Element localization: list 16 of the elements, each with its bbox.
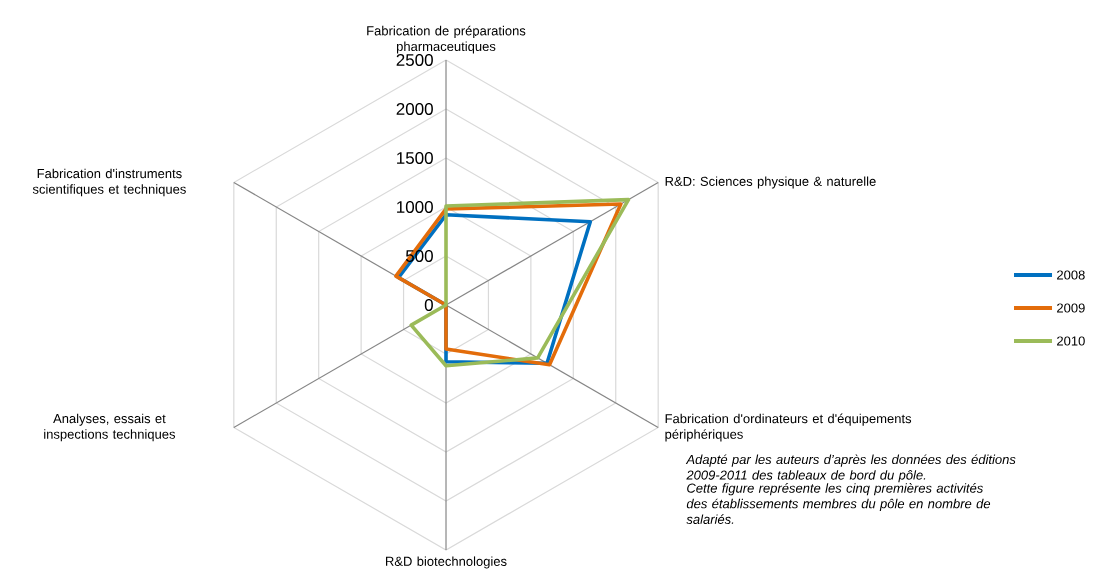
y-tick-label: 1000 xyxy=(397,200,433,213)
spoke-label: Fabrication d'instruments scientifiques et techniques xyxy=(32,168,186,197)
text: Cette figure représente les cinq premières activités des établissements membres du pôle en nombre de salariés. xyxy=(686,483,991,524)
spoke-label: R&D: Sciences physique & naturelle xyxy=(665,176,876,189)
legend-label: 2008 xyxy=(1057,270,1085,280)
text: Adapté par les auteurs d’après les données des éditions 2009-2011 des tableaux de bord du pôle. xyxy=(685,454,1016,483)
spoke-label: Fabrication de préparations pharmaceutiques xyxy=(367,25,526,54)
spoke-label: Analyses, essais et inspections techniques xyxy=(44,413,176,442)
spoke-label: R&D biotechnologies xyxy=(386,556,507,569)
legend-label: 2009 xyxy=(1057,303,1085,313)
y-tick-label: 1500 xyxy=(397,151,433,164)
spoke-label: Fabrication d'ordinateurs et d'équipements périphériques xyxy=(665,413,912,442)
y-tick-label: 0 xyxy=(424,298,433,311)
legend-label: 2010 xyxy=(1057,336,1085,346)
y-tick-label: 2000 xyxy=(396,102,433,115)
y-tick-label: 2500 xyxy=(396,53,433,66)
